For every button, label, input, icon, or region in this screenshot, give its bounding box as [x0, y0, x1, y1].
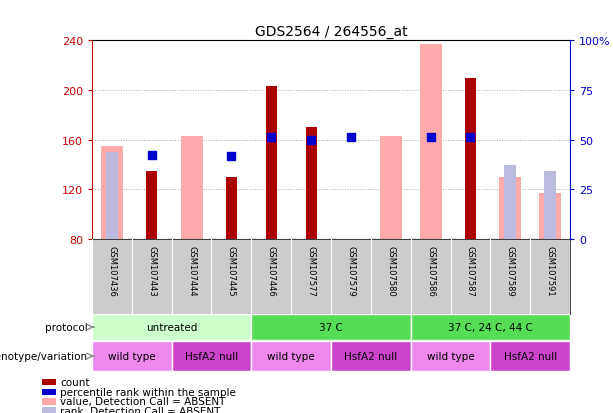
Point — [346, 135, 356, 141]
Text: HsfA2 null: HsfA2 null — [185, 351, 238, 361]
Text: rank, Detection Call = ABSENT: rank, Detection Call = ABSENT — [60, 406, 221, 413]
Bar — [544, 171, 556, 240]
Text: GSM107580: GSM107580 — [386, 245, 395, 296]
Text: value, Detection Call = ABSENT: value, Detection Call = ABSENT — [60, 396, 226, 406]
Text: protocol: protocol — [45, 322, 88, 332]
Point — [147, 152, 157, 159]
Text: count: count — [60, 377, 90, 387]
Bar — [42, 398, 56, 405]
Bar — [265, 87, 277, 240]
Bar — [92, 341, 172, 371]
Bar — [539, 194, 561, 240]
Bar — [305, 128, 317, 240]
Point — [267, 135, 276, 141]
Bar — [500, 178, 521, 240]
Bar — [251, 341, 331, 371]
Text: 37 C: 37 C — [319, 322, 343, 332]
Text: wild type: wild type — [427, 351, 474, 361]
Text: GSM107591: GSM107591 — [546, 245, 555, 296]
Text: GSM107443: GSM107443 — [147, 245, 156, 296]
Bar — [380, 137, 402, 240]
Text: HsfA2 null: HsfA2 null — [504, 351, 557, 361]
Text: untreated: untreated — [146, 322, 197, 332]
Bar — [42, 407, 56, 413]
Text: GSM107586: GSM107586 — [426, 245, 435, 296]
Text: GSM107589: GSM107589 — [506, 245, 515, 296]
Bar — [251, 314, 411, 340]
Bar — [465, 78, 476, 240]
Text: GSM107444: GSM107444 — [187, 245, 196, 296]
Text: HsfA2 null: HsfA2 null — [345, 351, 397, 361]
Text: GSM107587: GSM107587 — [466, 245, 475, 296]
Point — [306, 137, 316, 144]
Text: wild type: wild type — [108, 351, 156, 361]
Text: percentile rank within the sample: percentile rank within the sample — [60, 387, 236, 397]
Bar — [92, 314, 251, 340]
Bar — [411, 314, 570, 340]
Text: GSM107445: GSM107445 — [227, 245, 236, 296]
Title: GDS2564 / 264556_at: GDS2564 / 264556_at — [255, 25, 407, 39]
Bar — [490, 341, 570, 371]
Bar — [101, 147, 123, 240]
Bar — [172, 341, 251, 371]
Text: GSM107577: GSM107577 — [306, 245, 316, 296]
Bar — [181, 137, 202, 240]
Bar — [331, 341, 411, 371]
Text: wild type: wild type — [267, 351, 315, 361]
Text: genotype/variation: genotype/variation — [0, 351, 88, 361]
Point — [227, 153, 237, 160]
Point — [426, 135, 436, 141]
Bar — [420, 45, 441, 240]
Text: 37 C, 24 C, 44 C: 37 C, 24 C, 44 C — [448, 322, 533, 332]
Bar — [42, 379, 56, 385]
Bar — [226, 178, 237, 240]
Bar — [42, 389, 56, 396]
Bar — [146, 171, 158, 240]
Bar — [411, 341, 490, 371]
Bar — [504, 165, 516, 240]
Text: GSM107436: GSM107436 — [107, 245, 116, 296]
Point — [466, 135, 476, 141]
Text: GSM107446: GSM107446 — [267, 245, 276, 296]
Bar — [106, 153, 118, 240]
Text: GSM107579: GSM107579 — [346, 245, 356, 296]
